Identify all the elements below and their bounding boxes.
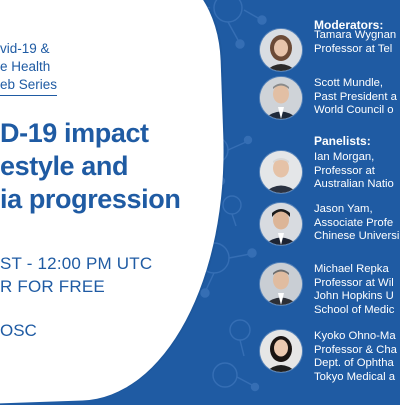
headline-line-1: D-19 impact [0,118,149,148]
panelist-card: Ian Morgan, Professor at Australian Nati… [260,151,400,199]
panelist-line: Professor & Cha [314,343,397,356]
panelist-line: Tokyo Medical a [314,370,395,383]
avatar [260,203,302,245]
avatar [260,151,302,193]
event-datetime: ST - 12:00 PM UTC R FOR FREE [0,252,152,298]
panelists-heading: Panelists: [314,134,371,148]
panelist-line: Dept. of Ophtha [314,357,394,369]
panelist-line: Jason Yam, [314,203,373,215]
moderator-line: Past President a [314,90,397,103]
organizer-name: OSC [0,321,37,340]
moderator-text: Tamara Wygnan Professor at Tel [314,29,400,56]
panelist-line: Professor at Wil [314,276,394,289]
register-free-text[interactable]: R FOR FREE [0,277,105,296]
event-headline: D-19 impact estyle and ia progression [0,117,181,216]
moderator-line: Scott Mundle, [314,77,384,89]
panelist-line: Australian Natio [314,178,394,190]
panelist-text: Jason Yam, Associate Profe Chinese Unive… [314,203,400,244]
panelist-text: Kyoko Ohno-Ma Professor & Cha Dept. of O… [314,330,400,384]
panelist-line: Michael Repka [314,263,389,275]
panelist-line: Professor at [314,164,375,177]
series-line-3: eb Series [0,76,58,96]
panelist-text: Michael Repka Professor at Wil John Hopk… [314,263,400,317]
web-series-title: vid-19 & e Health eb Series [0,40,58,96]
moderators-heading: Moderators: [314,18,384,32]
moderator-card: Tamara Wygnan Professor at Tel [260,29,400,77]
headline-line-3: ia progression [0,184,181,214]
panelist-line: Kyoko Ohno-Ma [314,330,396,342]
datetime-line-1: ST - 12:00 PM UTC [0,254,153,273]
avatar [260,29,302,71]
series-line-1: vid-19 & [0,41,50,56]
moderator-card: Scott Mundle, Past President a World Cou… [260,77,400,125]
avatar [260,330,302,372]
avatar [260,77,302,119]
moderator-line: Professor at Tel [314,42,393,55]
panelist-card: Jason Yam, Associate Profe Chinese Unive… [260,203,400,251]
series-line-2: e Health [0,59,51,74]
panelist-line: School of Medic [314,303,395,316]
panelist-line: Ian Morgan, [314,151,375,163]
panelist-line: John Hopkins U [314,290,394,302]
panelist-line: Chinese Universi [314,230,400,242]
moderator-line: World Council o [314,104,394,116]
moderator-line: Tamara Wygnan [314,29,397,41]
panelist-card: Michael Repka Professor at Wil John Hopk… [260,263,400,316]
headline-line-2: estyle and [0,151,129,181]
panelist-card: Kyoko Ohno-Ma Professor & Cha Dept. of O… [260,330,400,383]
moderator-text: Scott Mundle, Past President a World Cou… [314,77,400,118]
avatar [260,263,302,305]
panelist-text: Ian Morgan, Professor at Australian Nati… [314,151,400,192]
panelist-line: Associate Profe [314,216,394,229]
